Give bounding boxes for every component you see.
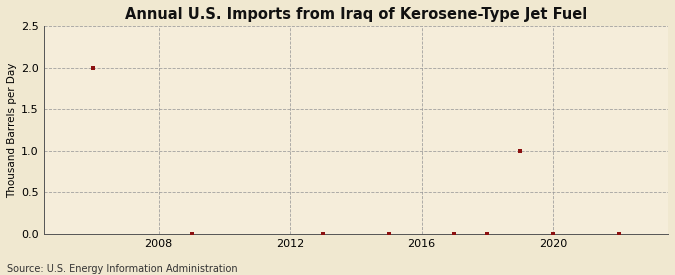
Title: Annual U.S. Imports from Iraq of Kerosene-Type Jet Fuel: Annual U.S. Imports from Iraq of Kerosen… (125, 7, 587, 22)
Point (449, 232, 460, 236)
Point (482, 232, 493, 236)
Point (88, 65, 99, 70)
Point (318, 232, 329, 236)
Point (614, 232, 624, 236)
Point (383, 232, 394, 236)
Point (547, 232, 558, 236)
Point (515, 148, 526, 153)
Text: Source: U.S. Energy Information Administration: Source: U.S. Energy Information Administ… (7, 264, 238, 274)
Point (186, 232, 197, 236)
Y-axis label: Thousand Barrels per Day: Thousand Barrels per Day (7, 62, 17, 198)
